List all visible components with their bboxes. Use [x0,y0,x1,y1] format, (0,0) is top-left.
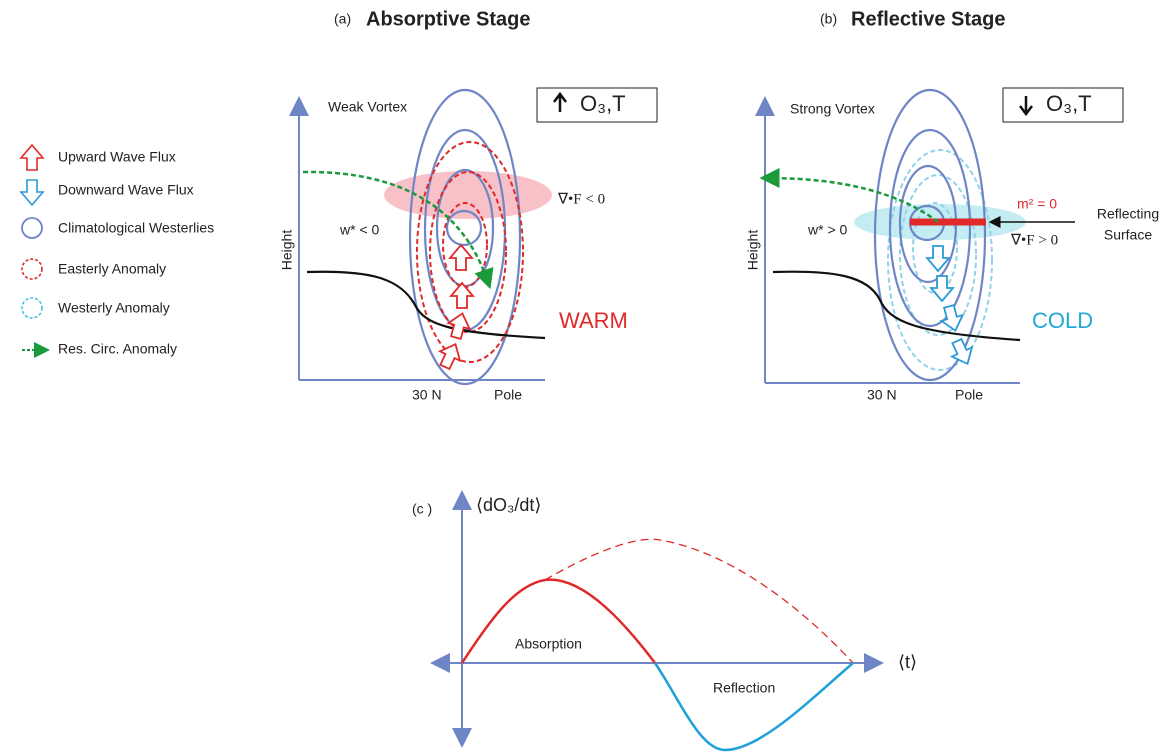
reflection-curve [655,663,853,750]
x-right: Pole [494,387,522,403]
legend-icon-up [21,145,43,170]
panel-title: Reflective Stage [851,8,1006,30]
y-label: Height [745,230,761,271]
x-label: ⟨t⟩ [898,652,917,672]
legend: Upward Wave Flux Downward Wave Flux Clim… [21,145,214,357]
surface-label: Surface [1104,227,1152,243]
legend-label: Res. Circ. Anomaly [58,341,177,357]
absorption-label: Absorption [515,636,582,652]
w-star: w* > 0 [807,222,848,238]
vortex-label: Strong Vortex [790,101,875,117]
temperature: COLD [1032,308,1093,333]
surface-label: Reflecting [1097,206,1159,222]
y-label: Height [279,230,295,271]
w-star: w* < 0 [339,222,380,238]
westerlies [410,90,520,384]
upward-flux [451,283,473,308]
upward-flux [450,245,472,270]
x-left: 30 N [412,387,442,403]
state-text: O₃,T [1046,91,1092,116]
downward-flux [938,304,966,334]
divergence: ∇•F < 0 [557,191,605,207]
panel-b: (b) Reflective Stage O₃,T Strong Vortex … [745,8,1159,402]
panel-title: Absorptive Stage [366,8,530,30]
panel-tag: (a) [334,11,351,27]
hypothetical-curve [545,539,853,663]
state-text: O₃,T [580,91,626,116]
legend-label: Climatological Westerlies [58,220,214,236]
downward-flux [947,336,978,368]
temperature: WARM [559,308,628,333]
legend-label: Westerly Anomaly [58,300,170,316]
vortex-label: Weak Vortex [328,99,407,115]
y-label: ⟨dO₃/dt⟩ [476,495,541,515]
legend-icon-westerly [22,298,42,318]
legend-icon-down [21,180,43,205]
divergence: ∇•F > 0 [1010,232,1058,248]
upward-flux [445,311,473,341]
x-left: 30 N [867,387,897,403]
figure: Upward Wave Flux Downward Wave Flux Clim… [0,0,1173,753]
panel-tag: (c ) [412,501,432,517]
legend-label: Easterly Anomaly [58,261,166,277]
legend-icon-westerlies [22,218,42,238]
legend-icon-easterly [22,259,42,279]
x-right: Pole [955,387,983,403]
legend-label: Upward Wave Flux [58,149,176,165]
legend-label: Downward Wave Flux [58,182,194,198]
panel-a: (a) Absorptive Stage O₃,T Weak Vortex He… [279,8,657,402]
refractive-index: m² = 0 [1017,196,1057,212]
panel-c: (c ) ⟨dO₃/dt⟩ ⟨t⟩ Absorption Reflection [412,495,917,750]
panel-tag: (b) [820,11,837,27]
reflection-label: Reflection [713,680,775,696]
